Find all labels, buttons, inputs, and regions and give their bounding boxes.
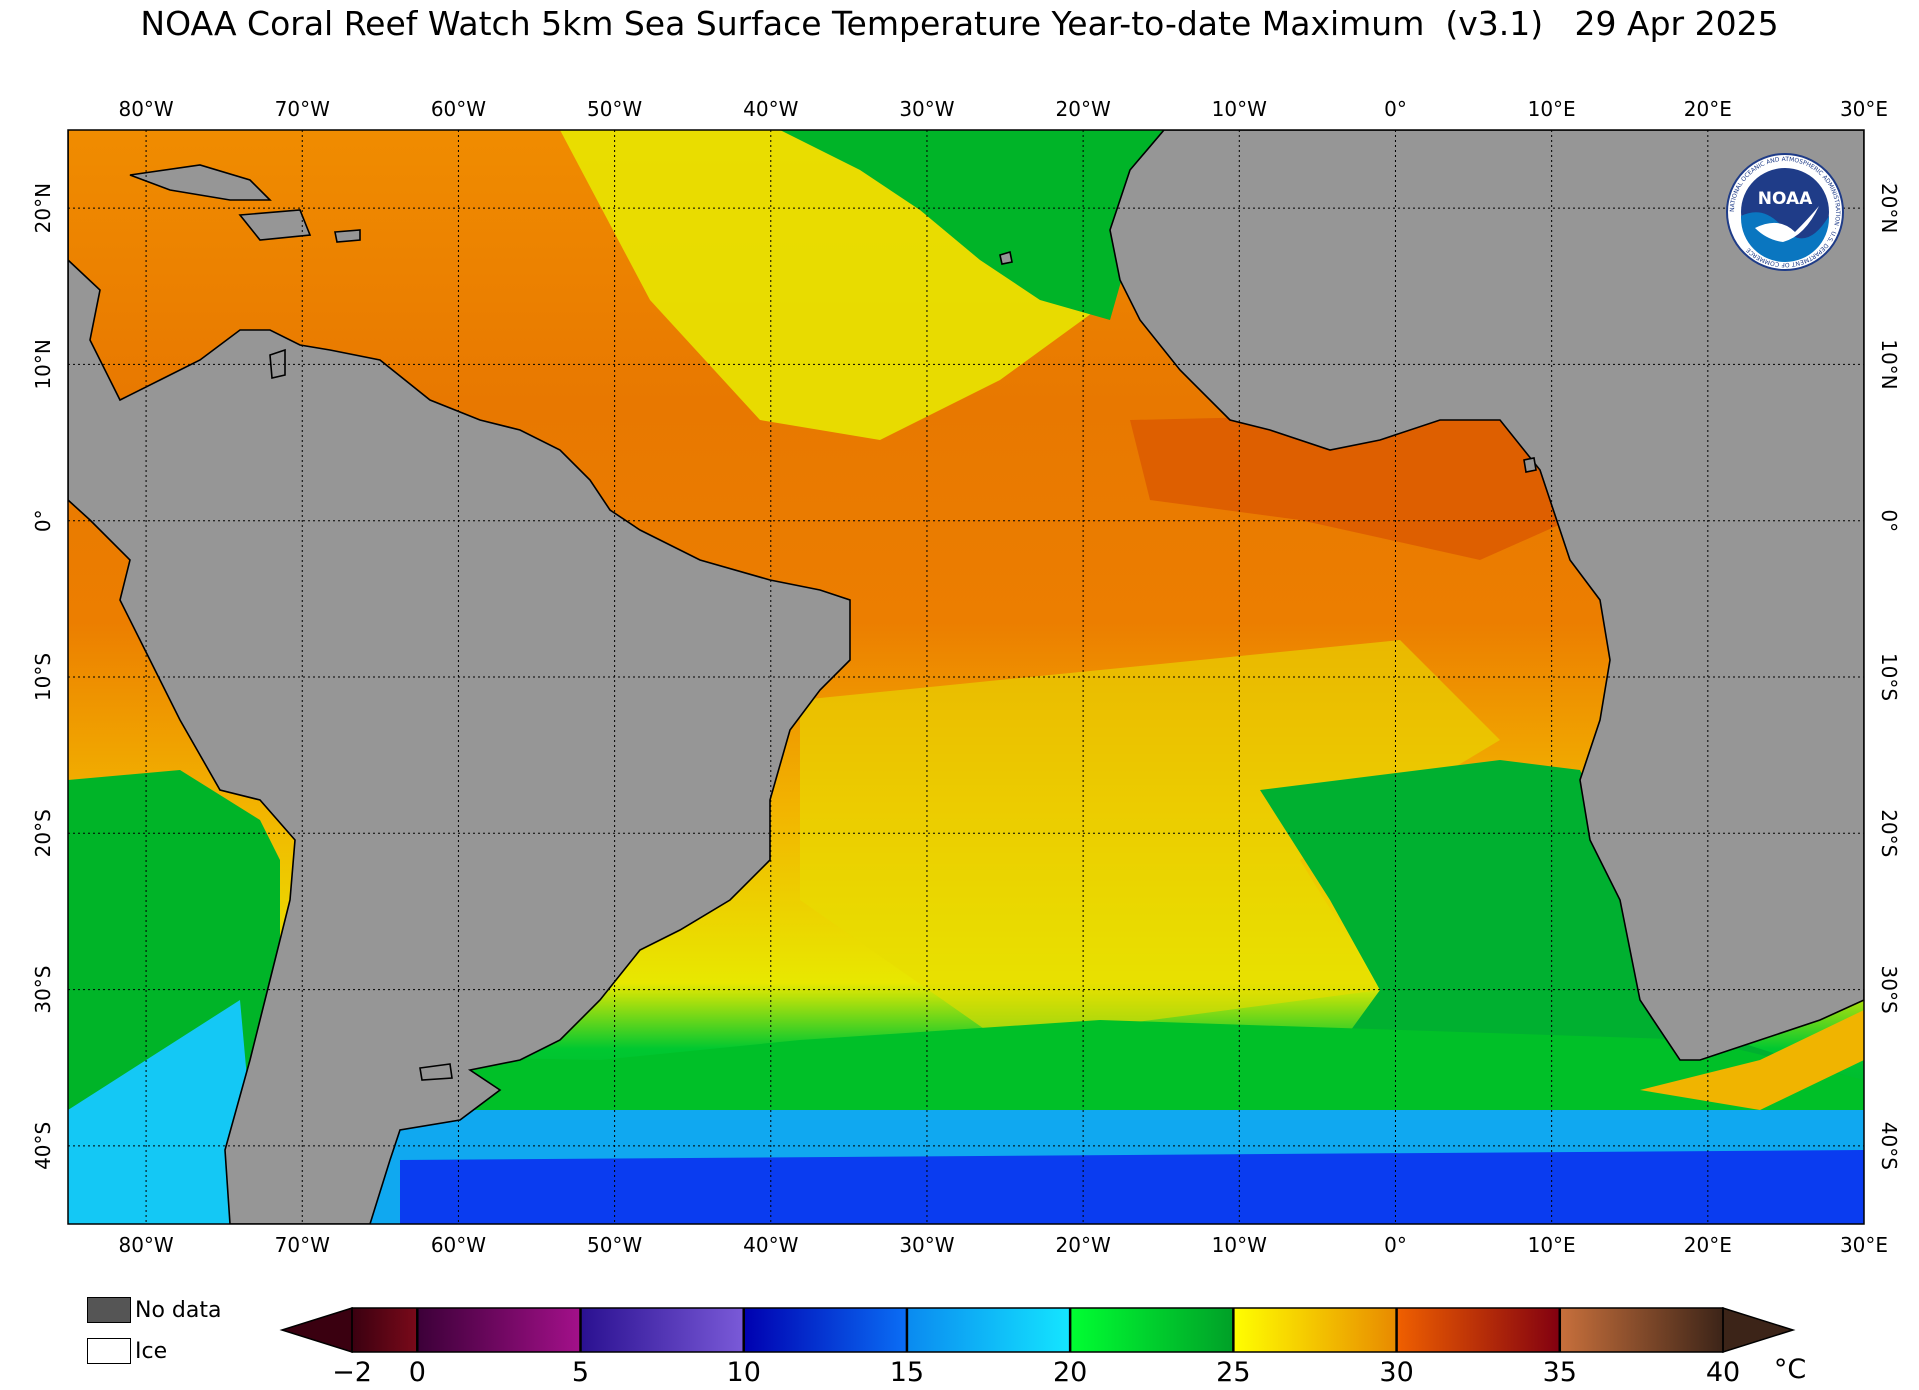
colorbar-segment-3 [743, 1308, 907, 1352]
lat-labels-right: 20°N 10°N 0° 10°S 20°S 30°S 40°S [1877, 183, 1901, 1170]
lon-label-bottom-8: 0° [1384, 1233, 1407, 1257]
lon-label-bottom-4: 40°W [743, 1233, 798, 1257]
lon-label-bottom-1: 70°W [275, 1233, 330, 1257]
lon-label-bottom-3: 50°W [587, 1233, 642, 1257]
lon-label-top-9: 10°E [1528, 97, 1576, 121]
colorbar-under-arrow [279, 1306, 353, 1354]
lon-label-top-4: 40°W [743, 97, 798, 121]
lon-label-bottom-5: 30°W [899, 1233, 954, 1257]
colorbar-tick-label-8: 35 [1543, 1357, 1577, 1388]
lon-label-top-7: 10°W [1212, 97, 1267, 121]
southern-blue-band [400, 1150, 1864, 1224]
legend-nodata: No data [87, 1295, 221, 1325]
ice-swatch [87, 1338, 131, 1364]
colorbar-segment-8 [1559, 1308, 1723, 1352]
lon-label-top-6: 20°W [1056, 97, 1111, 121]
nodata-swatch [87, 1297, 131, 1323]
gulf-of-guinea-hot [1130, 410, 1570, 560]
map-frame [68, 130, 1864, 1224]
lon-label-top-0: 80°W [118, 97, 173, 121]
lat-label-left-2: 0° [31, 509, 55, 532]
lon-labels-bottom: 80°W 70°W 60°W 50°W 40°W 30°W 20°W 10°W 0° 10°E 20… [118, 1233, 1888, 1257]
colorbar-tick-label-6: 25 [1216, 1357, 1250, 1388]
lat-label-right-1: 10°N [1877, 339, 1901, 389]
cape-verde-island [999, 250, 1013, 265]
trinidad-island [269, 348, 286, 379]
lat-label-right-2: 0° [1877, 509, 1901, 532]
lon-label-bottom-10: 20°E [1684, 1233, 1732, 1257]
africa-land [1109, 130, 1864, 1061]
colorbar-tick-label-7: 30 [1379, 1357, 1413, 1388]
colorbar-tick-label-5: 20 [1053, 1357, 1087, 1388]
lat-label-left-5: 30°S [31, 965, 55, 1013]
lat-label-right-0: 20°N [1877, 183, 1901, 233]
lon-label-bottom-7: 10°W [1212, 1233, 1267, 1257]
colorbar-segment-2 [580, 1308, 744, 1352]
lat-label-left-4: 20°S [31, 809, 55, 857]
map-border [67, 129, 1865, 1225]
lon-label-top-10: 20°E [1684, 97, 1732, 121]
legend-ice: Ice [87, 1336, 167, 1366]
lon-label-top-1: 70°W [275, 97, 330, 121]
colorbar-segment-7 [1396, 1308, 1560, 1352]
colorbar-over-arrow [1722, 1306, 1796, 1354]
colorbar-segment-5 [1070, 1308, 1234, 1352]
colorbar-segment-0 [352, 1308, 418, 1352]
lon-label-top-8: 0° [1384, 97, 1407, 121]
canary-green [780, 130, 1170, 320]
lat-labels-left: 20°N 10°N 0° 10°S 20°S 30°S 40°S [31, 183, 55, 1170]
noaa-logo-icon: NOAA NATIONAL OCEANIC AND ATMOSPHERIC AD… [1726, 153, 1844, 271]
lat-label-right-4: 20°S [1877, 809, 1901, 857]
pacific-cyan [68, 1000, 260, 1224]
lon-label-top-5: 30°W [899, 97, 954, 121]
lon-label-top-11: 30°E [1840, 97, 1888, 121]
lat-label-left-3: 10°S [31, 653, 55, 701]
agulhas-warm [1640, 1010, 1864, 1110]
colorbar-tick-label-0: −2 [332, 1357, 372, 1388]
colorbar-tick-label-4: 15 [890, 1357, 924, 1388]
lat-label-right-3: 10°S [1877, 653, 1901, 701]
hispaniola-island [238, 209, 312, 241]
lon-labels-top: 80°W 70°W 60°W 50°W 40°W 30°W 20°W 10°W 0° 10°E 20… [118, 97, 1888, 121]
lat-label-right-5: 30°S [1877, 965, 1901, 1013]
lon-label-bottom-0: 80°W [118, 1233, 173, 1257]
colorbar-segment-1 [417, 1308, 581, 1352]
lon-label-bottom-2: 60°W [431, 1233, 486, 1257]
lon-label-top-3: 50°W [587, 97, 642, 121]
lat-label-left-6: 40°S [31, 1122, 55, 1170]
colorbar-segment-4 [906, 1308, 1071, 1352]
falklands-island [419, 1063, 453, 1081]
lon-label-bottom-9: 10°E [1528, 1233, 1576, 1257]
lat-label-left-0: 20°N [31, 183, 55, 233]
colorbar-unit: °C [1774, 1354, 1806, 1385]
ice-label: Ice [135, 1338, 168, 1364]
colorbar-border [351, 1307, 1724, 1353]
lon-label-top-2: 60°W [431, 97, 486, 121]
colorbar-tick-label-1: 0 [409, 1357, 426, 1388]
lat-label-left-1: 10°N [31, 339, 55, 389]
colorbar: −2 0 5 10 15 20 25 30 35 40 [279, 1306, 1796, 1388]
cuba-island [129, 164, 272, 201]
map-title: NOAA Coral Reef Watch 5km Sea Surface Te… [140, 4, 1779, 43]
colorbar-segment-6 [1233, 1308, 1397, 1352]
lat-label-right-6: 40°S [1877, 1122, 1901, 1170]
noaa-logo-text: NOAA [1758, 189, 1813, 209]
graticule [68, 130, 1864, 1224]
bioko-island [1523, 457, 1537, 473]
colorbar-tick-label-9: 40 [1706, 1357, 1740, 1388]
colorbar-tick-label-3: 10 [727, 1357, 761, 1388]
lon-label-bottom-11: 30°E [1840, 1233, 1888, 1257]
colorbar-tick-label-2: 5 [572, 1357, 589, 1388]
south-atlantic-yellow [800, 640, 1500, 1040]
lon-label-bottom-6: 20°W [1056, 1233, 1111, 1257]
puerto-rico-island [334, 229, 361, 243]
nodata-label: No data [135, 1297, 222, 1323]
